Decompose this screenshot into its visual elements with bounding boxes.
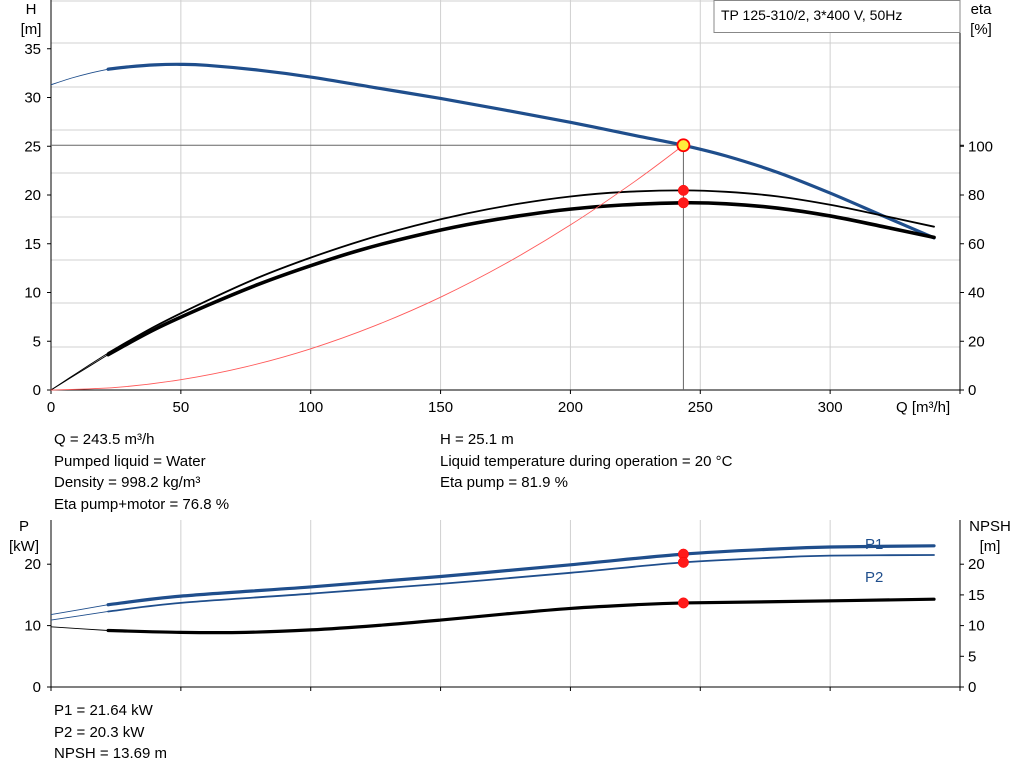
P2-curve-extension — [50, 611, 109, 621]
duty-point-marker — [676, 138, 691, 153]
head-efficiency-chart: 0 5 10 15 20 25 30 35 0 20 40 60 80 100 0 50 100 150 200 25… — [21, 0, 993, 416]
left-axis-unit: [kW] — [9, 538, 39, 555]
right-tick-label: 15 — [968, 587, 985, 604]
info-p2: P2 = 20.3 kW — [54, 723, 145, 741]
right-axis-unit: [%] — [970, 21, 992, 38]
H-curve-extension — [50, 68, 109, 86]
right-tick-label: 10 — [968, 618, 985, 635]
p2-series-label: P2 — [865, 569, 883, 586]
x-tick-label: 50 — [173, 399, 190, 416]
x-tick-label: 100 — [298, 399, 323, 416]
x-tick-label: 0 — [47, 399, 55, 416]
x-axis-label: Q [m³/h] — [896, 399, 950, 416]
info-eta-pump-motor: Eta pump+motor = 76.8 % — [54, 495, 230, 513]
eta_pump_motor-curve-extension — [50, 354, 109, 391]
left-tick-label: 10 — [24, 285, 41, 302]
P1-curve — [106, 544, 936, 607]
system_curve-curve — [50, 144, 684, 391]
right-tick-label: 0 — [968, 382, 976, 399]
info-top-right: H = 25.1 m Liquid temperature during ope… — [440, 429, 732, 494]
P1-curve-extension — [50, 604, 109, 615]
right-tick-label: 60 — [968, 236, 985, 253]
title-box — [713, 0, 961, 33]
right-axis-title: eta — [971, 1, 993, 18]
power-npsh-chart: 0 10 20 0 5 10 15 20 P [kW] NPSH [m] P1 P2 — [9, 518, 1011, 696]
eta_pump-curve — [107, 189, 935, 354]
info-pumped-liquid: Pumped liquid = Water — [54, 452, 206, 470]
chart-title: TP 125-310/2, 3*400 V, 50Hz — [721, 7, 902, 23]
right-tick-label: 20 — [968, 333, 985, 350]
info-p1: P1 = 21.64 kW — [54, 702, 153, 719]
left-tick-label: 20 — [24, 556, 41, 573]
x-tick-label: 200 — [558, 399, 583, 416]
left-tick-label: 25 — [24, 138, 41, 155]
right-axis-title: NPSH — [969, 518, 1011, 535]
eta_pump_motor-point-marker — [677, 197, 689, 209]
left-tick-label: 0 — [33, 382, 41, 399]
info-bottom: P1 = 21.64 kW P2 = 20.3 kW NPSH = 13.69 … — [54, 700, 167, 765]
left-tick-label: 10 — [24, 618, 41, 635]
eta_pump_motor-curve — [106, 200, 936, 357]
right-tick-label: 20 — [968, 556, 985, 573]
NPSH-curve-extension — [50, 626, 109, 631]
right-tick-label: 100 — [968, 138, 993, 155]
info-head: H = 25.1 m — [440, 431, 514, 448]
info-eta-pump: Eta pump = 81.9 % — [440, 474, 568, 491]
info-liquid-temperature: Liquid temperature during operation = 20… — [440, 452, 733, 470]
right-tick-label: 80 — [968, 187, 985, 204]
right-tick-label: 40 — [968, 285, 985, 302]
left-tick-label: 20 — [24, 187, 41, 204]
info-density: Density = 998.2 kg/m³ — [54, 474, 201, 491]
left-axis-title: H — [26, 1, 37, 18]
x-tick-label: 150 — [428, 399, 453, 416]
left-tick-label: 15 — [24, 236, 41, 253]
right-axis-unit: [m] — [980, 538, 1001, 555]
left-axis-title: P — [19, 518, 29, 535]
left-tick-label: 35 — [24, 41, 41, 58]
H-curve — [106, 62, 936, 240]
left-tick-label: 30 — [24, 90, 41, 107]
x-tick-label: 250 — [688, 399, 713, 416]
left-tick-label: 5 — [33, 333, 41, 350]
left-axis-unit: [m] — [21, 21, 42, 38]
eta_pump-point-marker — [677, 184, 689, 196]
info-npsh: NPSH = 13.69 m — [54, 745, 167, 762]
info-flow: Q = 243.5 m³/h — [54, 431, 155, 448]
P2-point-marker — [677, 556, 689, 568]
NPSH-point-marker — [677, 597, 689, 609]
NPSH-curve — [106, 597, 936, 635]
left-tick-label: 0 — [33, 679, 41, 696]
info-top-left: Q = 243.5 m³/h Pumped liquid = Water Den… — [54, 429, 229, 515]
right-tick-label: 0 — [968, 679, 976, 696]
p1-series-label: P1 — [865, 536, 883, 553]
right-tick-label: 5 — [968, 648, 976, 665]
P2-curve — [107, 554, 935, 613]
x-tick-label: 300 — [818, 399, 843, 416]
